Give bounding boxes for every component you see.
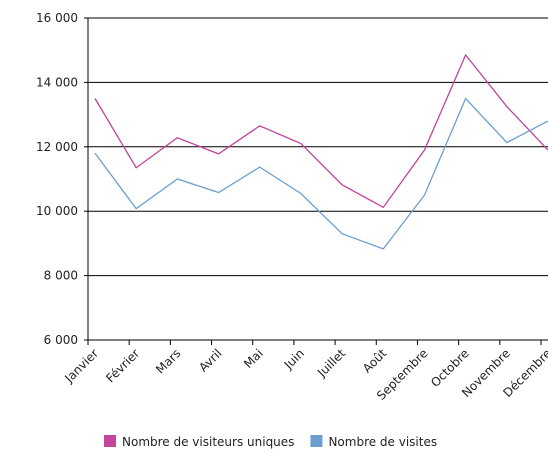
x-tick-label: Août bbox=[360, 346, 390, 376]
legend-swatch bbox=[310, 435, 323, 447]
x-tick-label: Mai bbox=[241, 346, 266, 371]
y-tick-label: 10 000 bbox=[36, 204, 78, 218]
x-tick-label: Janvier bbox=[61, 346, 101, 386]
series-line bbox=[94, 53, 548, 209]
y-tick-label: 6 000 bbox=[44, 333, 78, 347]
legend-swatch bbox=[104, 435, 116, 447]
y-tick-label: 14 000 bbox=[36, 75, 78, 89]
y-tick-label: 8 000 bbox=[44, 269, 78, 283]
x-tick-label: Juin bbox=[281, 346, 307, 372]
legend-label: Nombre de visites bbox=[328, 435, 437, 449]
x-tick-label: Mars bbox=[153, 346, 183, 376]
x-tick-label: Juillet bbox=[314, 346, 348, 380]
y-tick-label: 12 000 bbox=[36, 140, 78, 154]
y-tick-label: 16 000 bbox=[36, 11, 78, 25]
x-tick-label: Février bbox=[103, 346, 142, 385]
series-line bbox=[94, 97, 548, 250]
x-tick-label: Avril bbox=[196, 346, 224, 374]
legend-label: Nombre de visiteurs uniques bbox=[122, 435, 294, 449]
